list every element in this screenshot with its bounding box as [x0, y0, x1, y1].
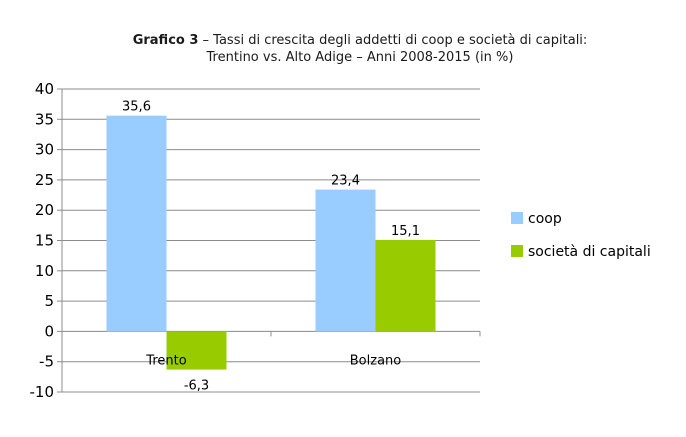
- data-label: 35,6: [122, 100, 151, 115]
- y-tick-label: -10: [30, 383, 55, 401]
- chart-subtitle: Trentino vs. Alto Adige – Anni 2008-2015…: [206, 50, 514, 65]
- y-tick-label: 20: [35, 201, 54, 219]
- chart-title-bold: Grafico 3: [132, 33, 199, 48]
- bar-coop-bolzano: [315, 189, 376, 332]
- y-tick-label: 5: [44, 292, 54, 310]
- y-tick-label: 10: [35, 262, 54, 280]
- legend-swatch: [511, 245, 523, 257]
- legend-label: coop: [528, 211, 562, 227]
- bar-coop-trento: [106, 115, 167, 332]
- y-tick-label: -5: [39, 353, 54, 371]
- labels: 40 35 30 25 20 15 10 5 0 -5 -10 35,6 -6,3 Trento 23,4 1…: [30, 80, 420, 401]
- y-tick-label: 0: [44, 322, 54, 340]
- y-tick-label: 40: [35, 80, 54, 98]
- y-tick-label: 35: [35, 110, 54, 128]
- bars: [106, 115, 436, 370]
- category-label: Trento: [145, 353, 186, 368]
- bar-societa-bolzano: [375, 239, 436, 332]
- bar-societa-trento: [166, 331, 227, 370]
- legend-swatch: [511, 212, 523, 224]
- data-label: 15,1: [391, 224, 420, 239]
- chart-title-rest: – Tassi di crescita degli addetti di coo…: [198, 33, 588, 48]
- category-label: Bolzano: [350, 353, 402, 368]
- data-label: -6,3: [184, 379, 209, 394]
- chart-title-block: Grafico 3 – Tassi di crescita degli adde…: [60, 32, 660, 66]
- y-tick-label: 25: [35, 171, 54, 189]
- legend: coop società di capitali: [511, 211, 651, 260]
- y-tick-label: 15: [35, 232, 54, 250]
- data-label: 23,4: [331, 174, 360, 189]
- legend-label: società di capitali: [528, 244, 651, 260]
- y-tick-label: 30: [35, 141, 54, 159]
- chart-title: Grafico 3 – Tassi di crescita degli adde…: [60, 32, 660, 49]
